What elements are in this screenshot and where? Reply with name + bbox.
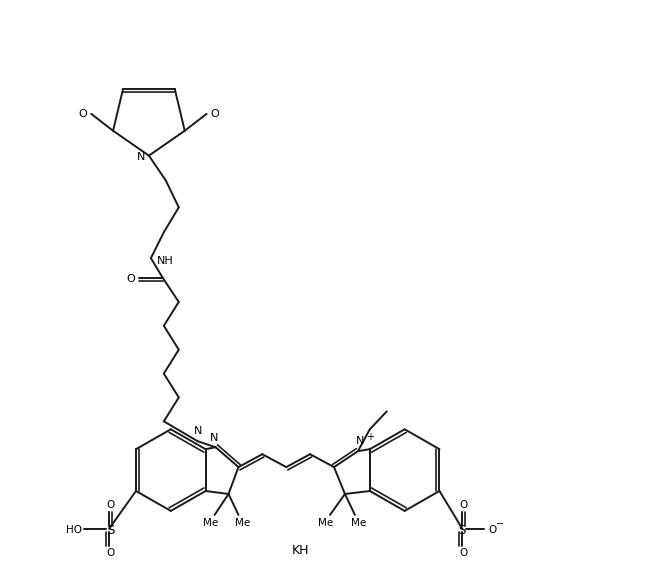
Text: O: O xyxy=(127,274,136,284)
Text: N: N xyxy=(137,152,145,162)
Text: O: O xyxy=(459,548,468,557)
Text: NH: NH xyxy=(156,256,173,266)
Text: O: O xyxy=(459,500,468,510)
Text: S: S xyxy=(459,524,466,538)
Text: O: O xyxy=(79,109,88,119)
Text: O: O xyxy=(210,109,219,119)
Text: O: O xyxy=(488,525,496,535)
Text: N: N xyxy=(209,433,218,443)
Text: N: N xyxy=(194,426,202,436)
Text: N: N xyxy=(355,436,364,446)
Text: KH: KH xyxy=(291,544,309,557)
Text: Me: Me xyxy=(203,518,218,528)
Text: +: + xyxy=(366,432,374,442)
Text: S: S xyxy=(108,524,115,538)
Text: Me: Me xyxy=(319,518,333,528)
Text: O: O xyxy=(106,548,114,557)
Text: Me: Me xyxy=(235,518,250,528)
Text: −: − xyxy=(496,519,504,529)
Text: Me: Me xyxy=(351,518,367,528)
Text: HO: HO xyxy=(66,525,82,535)
Text: O: O xyxy=(106,500,114,510)
